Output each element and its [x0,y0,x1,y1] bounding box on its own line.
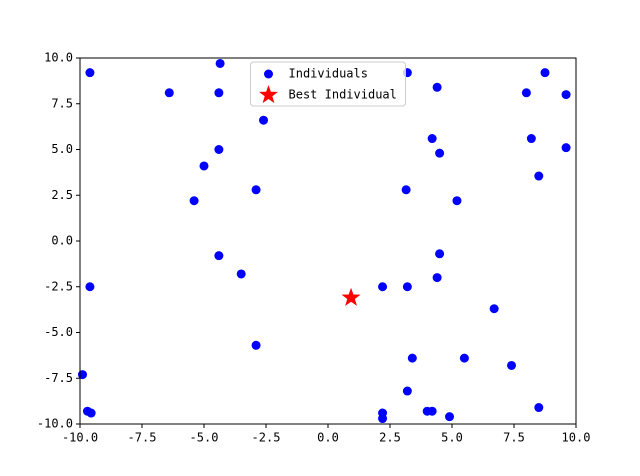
point [164,88,174,98]
point [214,251,224,261]
y-tick-label: -2.5 [44,279,73,293]
point [526,134,536,144]
point [189,196,199,206]
point [86,408,96,418]
point [85,68,95,78]
point [561,143,571,153]
point [401,185,411,195]
point [489,304,499,314]
x-tick-label: -7.5 [128,431,157,445]
x-tick-label: -2.5 [252,431,281,445]
y-tick-label: 2.5 [51,188,73,202]
y-tick-label: 10.0 [44,51,73,65]
x-tick-label: 7.5 [503,431,525,445]
point [521,88,531,98]
point [85,282,95,292]
point [507,360,517,370]
y-tick-label: 0.0 [51,234,73,248]
point [236,269,246,279]
point [459,353,469,363]
point [432,273,442,283]
point [435,148,445,158]
legend-box [250,61,406,107]
legend-label: Best Individual [289,88,397,102]
point [214,145,224,154]
point [378,414,388,424]
star-marker [341,287,361,306]
y-tick-label: 5.0 [51,142,73,156]
plot-area [80,58,576,424]
point [251,340,261,350]
y-tick-label: 7.5 [51,96,73,110]
legend-label: Individuals [289,67,368,81]
y-tick-label: -7.5 [44,371,73,385]
point [540,68,550,78]
point [214,88,224,98]
point [402,282,412,292]
x-tick-label: 5.0 [441,431,463,445]
point [427,406,437,416]
point [432,82,442,92]
star-marker [258,85,279,104]
point [452,196,462,206]
x-tick-label: -5.0 [190,431,219,445]
point [378,282,388,292]
x-tick-label: 0.0 [317,431,339,445]
point [402,386,412,396]
point [251,185,261,195]
y-tick-label: -10.0 [37,417,73,431]
x-tick-label: -10.0 [62,431,98,445]
point [77,370,87,380]
x-tick-label: 10.0 [562,431,591,445]
point [561,90,571,100]
point [259,115,269,125]
point [215,58,225,68]
x-tick-label: 2.5 [379,431,401,445]
y-tick-label: -5.0 [44,325,73,339]
point [427,134,437,144]
point [445,412,455,422]
point [534,403,544,413]
point [199,161,209,171]
point [407,353,417,363]
point [534,171,544,181]
point [264,69,273,79]
point [435,249,445,259]
